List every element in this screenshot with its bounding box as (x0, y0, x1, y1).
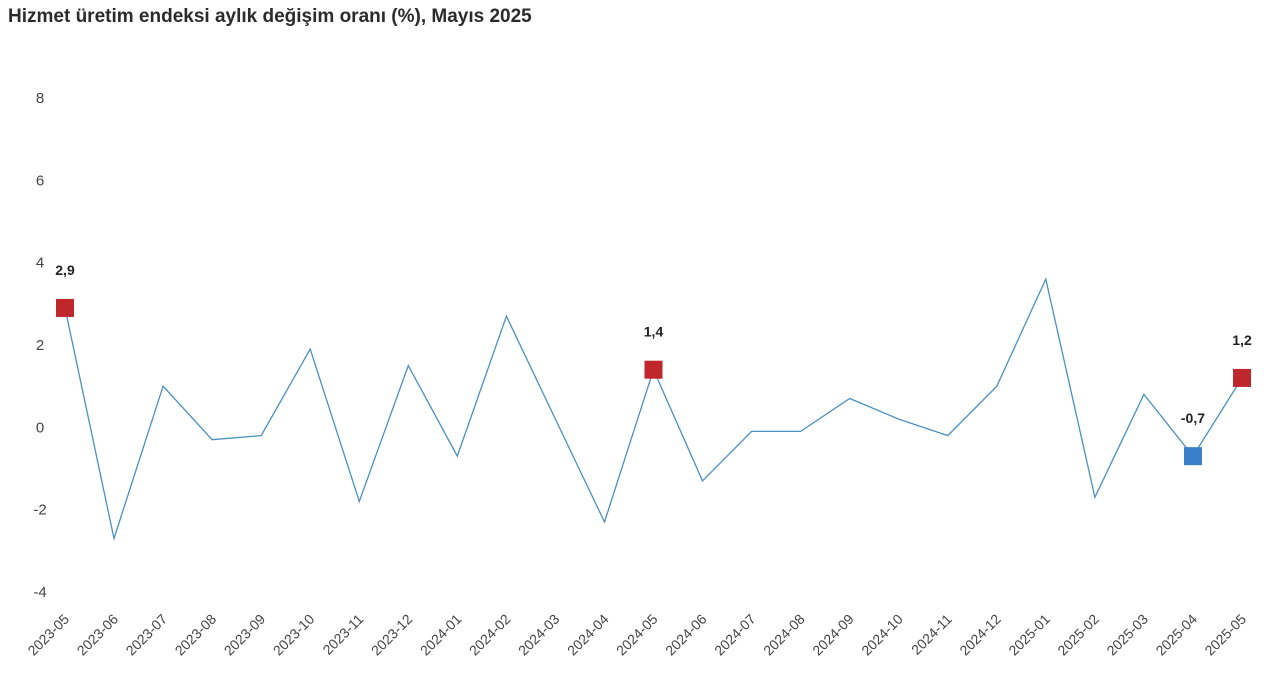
y-tick-label: -4 (33, 584, 46, 601)
x-tick-label: 2025-02 (1054, 611, 1102, 659)
x-tick-label: 2025-01 (1005, 611, 1053, 659)
x-tick-label: 2024-11 (908, 611, 955, 658)
x-tick-label: 2024-04 (564, 611, 612, 659)
x-tick-label: 2023-09 (221, 611, 269, 659)
x-tick-label: 2023-06 (74, 611, 122, 659)
x-tick-label: 2023-12 (368, 611, 416, 659)
x-tick-label: 2024-03 (515, 611, 563, 659)
y-tick-label: 8 (36, 90, 44, 107)
y-tick-label: -2 (33, 502, 46, 519)
data-label: 2,9 (55, 262, 75, 278)
y-tick-label: 0 (36, 419, 44, 436)
x-tick-label: 2024-06 (662, 611, 710, 659)
highlight-marker (56, 298, 74, 317)
x-tick-label: 2023-08 (172, 611, 220, 659)
x-tick-label: 2025-04 (1152, 611, 1200, 659)
highlight-marker (1233, 368, 1251, 387)
x-tick-label: 2025-05 (1201, 611, 1249, 659)
x-tick-label: 2023-10 (270, 611, 318, 659)
x-tick-label: 2023-11 (319, 611, 366, 658)
x-tick-label: 2024-02 (466, 611, 514, 659)
series-line (64, 277, 1243, 542)
x-tick-label: 2025-03 (1103, 611, 1151, 659)
x-tick-label: 2024-05 (613, 611, 661, 659)
x-tick-label: 2024-10 (858, 611, 906, 659)
highlight-marker (1183, 447, 1202, 466)
x-tick-label: 2023-05 (24, 611, 72, 659)
highlight-marker (644, 360, 663, 379)
x-tick-label: 2024-08 (760, 611, 808, 659)
x-tick-label: 2023-07 (123, 611, 171, 659)
y-tick-label: 4 (36, 255, 44, 272)
y-tick-label: 6 (36, 172, 44, 189)
x-tick-label: 2024-01 (417, 611, 465, 659)
x-tick-label: 2024-12 (956, 611, 1004, 659)
data-label: 1,4 (644, 324, 664, 340)
x-tick-label: 2024-07 (711, 611, 759, 659)
chart-title: Hizmet üretim endeksi aylık değişim oran… (8, 6, 532, 27)
data-label: -0,7 (1181, 410, 1205, 426)
data-label: 1,2 (1232, 332, 1252, 348)
x-tick-label: 2024-09 (809, 611, 857, 659)
y-tick-label: 2 (36, 337, 44, 354)
